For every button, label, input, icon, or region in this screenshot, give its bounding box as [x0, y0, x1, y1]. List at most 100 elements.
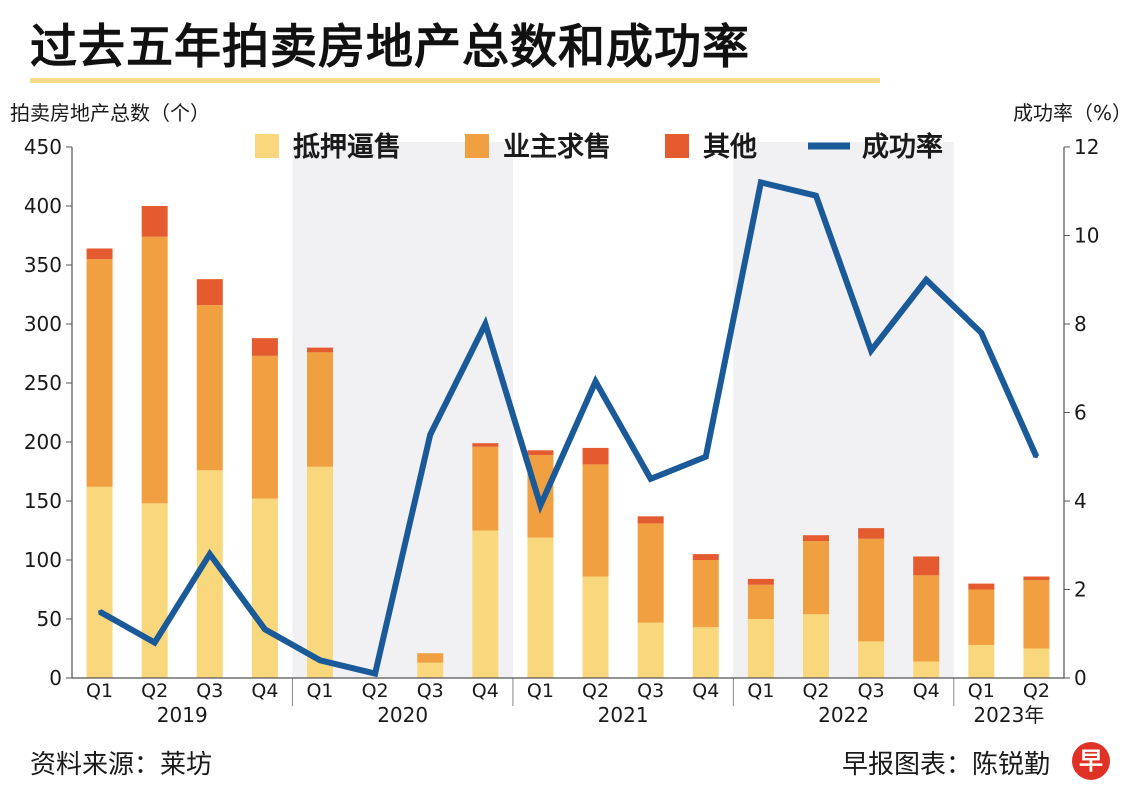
legend-label-foreclosure: 抵押逼售: [293, 131, 401, 163]
x-tick-label: Q3: [637, 680, 664, 702]
success-rate-point: [538, 503, 542, 507]
success-rate-point: [759, 180, 763, 184]
bar-other-1: [141, 206, 168, 237]
success-rate-point: [704, 455, 708, 459]
y-tick-label-right: 0: [1074, 666, 1087, 690]
bar-foreclosure-1: [141, 503, 168, 678]
y-tick-label-left: 50: [37, 607, 62, 631]
y-tick-label-left: 350: [24, 253, 62, 277]
bar-foreclosure-14: [858, 641, 885, 678]
success-rate-point: [208, 552, 212, 556]
bar-other-11: [692, 554, 719, 560]
x-tick-label: Q1: [747, 680, 774, 702]
bar-foreclosure-0: [86, 486, 113, 678]
year-label-2019: 2019: [157, 703, 208, 727]
legend-label-success-rate: 成功率: [862, 131, 943, 163]
year-label-2021: 2021: [598, 703, 649, 727]
bar-foreclosure-15: [913, 661, 940, 678]
bar-foreclosure-16: [968, 644, 995, 678]
success-rate-point: [649, 477, 653, 481]
bar-foreclosure-2: [196, 470, 223, 678]
success-rate-point: [814, 194, 818, 198]
x-tick-label: Q2: [362, 680, 389, 702]
bar-owner-sale-16: [968, 589, 995, 645]
bar-owner-sale-11: [692, 560, 719, 628]
bar-foreclosure-6: [417, 662, 444, 678]
success-rate-point: [373, 672, 377, 676]
bar-other-7: [472, 443, 499, 447]
y-tick-label-left: 400: [24, 194, 62, 218]
y-axis-label-left: 拍卖房地产总数（个）: [10, 101, 210, 125]
y-axis-label-right: 成功率（%）: [1013, 101, 1132, 125]
bar-foreclosure-3: [251, 498, 278, 678]
x-tick-label: Q4: [692, 680, 719, 702]
bar-other-14: [858, 528, 885, 539]
bar-other-2: [196, 279, 223, 306]
success-rate-point: [153, 641, 157, 645]
bar-owner-sale-6: [417, 653, 444, 663]
x-tick-label: Q1: [968, 680, 995, 702]
y-tick-label-right: 4: [1074, 489, 1087, 513]
y-tick-label-left: 250: [24, 371, 62, 395]
year-label-2022: 2022: [818, 703, 869, 727]
title-underline: [30, 78, 880, 83]
x-tick-label: Q4: [472, 680, 499, 702]
x-tick-label: Q1: [527, 680, 554, 702]
bar-other-9: [582, 447, 609, 465]
x-tick-label: Q2: [1023, 680, 1050, 702]
bar-other-3: [251, 338, 278, 356]
success-rate-point: [483, 322, 487, 326]
bar-other-13: [803, 535, 829, 542]
y-tick-label-left: 200: [24, 430, 62, 454]
legend-swatch-owner-sale: [465, 134, 489, 158]
x-tick-label: Q2: [141, 680, 168, 702]
bar-foreclosure-9: [582, 576, 609, 678]
bar-foreclosure-17: [1023, 648, 1050, 678]
success-rate-point: [869, 349, 873, 353]
success-rate-point: [98, 610, 102, 614]
bar-owner-sale-2: [196, 305, 223, 471]
bar-other-15: [913, 556, 940, 576]
bar-owner-sale-3: [251, 355, 278, 499]
y-tick-label-left: 0: [49, 666, 62, 690]
bar-owner-sale-0: [86, 259, 113, 487]
bar-owner-sale-13: [803, 541, 829, 615]
x-tick-label: Q3: [196, 680, 223, 702]
legend-label-other: 其他: [703, 132, 757, 163]
success-rate-point: [263, 627, 267, 631]
x-tick-label: Q4: [913, 680, 940, 702]
y-tick-label-right: 2: [1074, 578, 1087, 602]
bar-owner-sale-15: [913, 575, 940, 662]
bar-other-0: [86, 248, 113, 260]
legend: 抵押逼售 业主求售 其他 成功率: [255, 131, 943, 163]
x-tick-label: Q1: [86, 680, 113, 702]
success-rate-point: [924, 278, 928, 282]
bar-other-8: [527, 450, 554, 455]
zaobao-logo: 早: [1072, 742, 1110, 780]
x-tick-label: Q1: [306, 680, 333, 702]
y-tick-label-right: 8: [1074, 312, 1087, 336]
bar-owner-sale-7: [472, 446, 499, 531]
bar-foreclosure-4: [307, 466, 333, 678]
y-tick-label-right: 10: [1074, 224, 1099, 248]
axes: [66, 146, 1070, 706]
bar-owner-sale-14: [858, 538, 885, 642]
y-tick-label-right: 12: [1074, 135, 1099, 159]
credit-note: 早报图表：陈锐勤: [841, 750, 1050, 780]
x-tick-label: Q4: [251, 680, 278, 702]
bar-owner-sale-1: [141, 236, 168, 504]
x-tick-label: Q3: [417, 680, 444, 702]
bar-foreclosure-12: [747, 619, 774, 678]
bar-other-16: [968, 583, 995, 590]
bar-owner-sale-17: [1023, 580, 1050, 649]
success-rate-line: [98, 178, 1040, 678]
x-tick-label: Q2: [582, 680, 609, 702]
success-rate-polyline: [98, 178, 1040, 678]
success-rate-point: [594, 380, 598, 384]
bar-owner-sale-12: [747, 584, 774, 619]
x-tick-label: Q2: [802, 680, 829, 702]
y-tick-label-right: 6: [1074, 401, 1087, 425]
bar-other-10: [637, 516, 664, 524]
source-note: 资料来源：莱坊: [30, 750, 213, 780]
